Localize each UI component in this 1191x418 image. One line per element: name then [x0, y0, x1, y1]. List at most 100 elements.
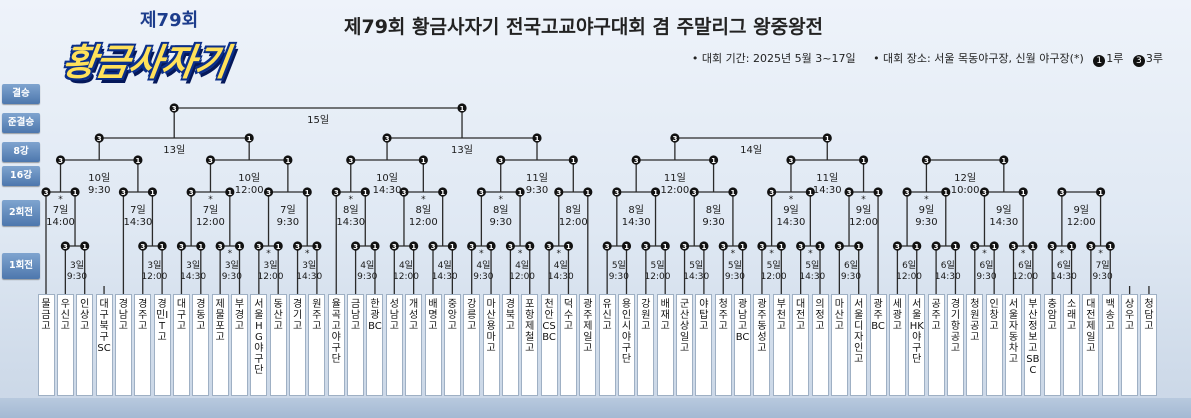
first-base-marker-icon [196, 241, 206, 251]
team-name: 경기고 [289, 294, 307, 396]
match-date: 7일 [203, 204, 219, 216]
team-name: 경기항공고 [946, 294, 964, 396]
third-base-marker-label: 3 [837, 243, 842, 251]
match-date: 7일 [1096, 260, 1110, 271]
first-base-marker-label: 1 [1098, 189, 1103, 197]
match-time: 9:30 [277, 217, 299, 228]
match-time: 14:30 [373, 185, 402, 196]
first-base-marker-icon [147, 187, 158, 197]
team-name: 광주동성고 [753, 294, 771, 396]
first-base-marker-label: 1 [363, 189, 368, 197]
third-base-marker-icon [382, 133, 392, 143]
venue-star: * [557, 249, 562, 259]
first-base-marker-label: 1 [818, 243, 823, 251]
third-base-marker-icon [786, 155, 796, 165]
team-name: 덕수고 [559, 294, 577, 396]
team-name: 상우고 [1121, 294, 1139, 396]
team-name: 용인시야구단 [618, 294, 635, 396]
match-date: 3일 [70, 260, 84, 271]
third-base-marker-label: 3 [334, 189, 339, 197]
first-base-marker-icon [1095, 187, 1106, 197]
first-base-marker-label: 1 [82, 243, 87, 251]
match-time: 9:30 [357, 272, 377, 282]
team-name: 포항제철고 [521, 294, 539, 396]
page-title: 제79회 황금사자기 전국고교야구대회 겸 주말리그 왕중왕전 [344, 16, 824, 38]
third-base-marker-icon [931, 241, 941, 251]
third-base-marker-icon [544, 241, 554, 251]
third-base-marker-label: 3 [208, 157, 213, 165]
third-base-marker-label: 3 [924, 157, 929, 165]
match-time: 9:30 [88, 185, 110, 196]
first-base-marker-label: 1 [943, 189, 948, 197]
third-base-marker-icon [1086, 241, 1096, 251]
first-base-marker-label: 1 [227, 189, 232, 197]
match-date: 11일 [526, 172, 548, 184]
first-base-marker-label: 1 [198, 243, 203, 251]
third-base-marker-label: 3 [266, 189, 271, 197]
match-date: 8일 [343, 204, 359, 216]
third-base-marker-icon [215, 241, 225, 251]
third-base-marker-icon [55, 155, 66, 165]
first-base-marker-icon [532, 133, 542, 143]
third-base-marker-label: 3 [1088, 243, 1093, 251]
venue-star: * [924, 195, 929, 205]
venue-star: * [808, 249, 813, 259]
first-base-marker-label: 1 [314, 243, 319, 251]
third-base-marker-icon [94, 133, 104, 143]
team-name: 배명고 [424, 294, 442, 396]
team-name: 경동고 [192, 294, 210, 396]
team-name: 성남고 [385, 294, 403, 396]
third-base-marker-label: 3 [353, 243, 358, 251]
venue-star: * [498, 195, 503, 205]
match-time: 14:30 [799, 272, 825, 282]
match-time: 12:00 [1012, 272, 1038, 282]
third-base-marker-icon [331, 187, 341, 197]
round-label-semifinal: 준결승 [2, 113, 40, 133]
first-base-marker-label: 1 [411, 243, 416, 251]
match-date: 14일 [740, 144, 762, 156]
match-date: 10일 [376, 172, 398, 184]
match-time: 12:00 [559, 217, 588, 228]
match-date: 9일 [996, 204, 1012, 216]
team-name: 서울디자인고 [850, 294, 868, 396]
first-base-marker-icon [225, 187, 235, 197]
match-time: 14:30 [935, 272, 961, 282]
first-base-marker-icon [234, 241, 245, 251]
match-date: 4일 [399, 260, 413, 271]
first-base-marker-icon [525, 241, 535, 251]
first-base-marker-label: 1 [440, 189, 445, 197]
third-base-marker-label: 3 [218, 243, 223, 251]
match-time: 9:30 [609, 272, 629, 282]
third-base-marker-label: 3 [721, 243, 726, 251]
first-base-marker-icon [133, 155, 143, 165]
first-base-marker-icon [157, 241, 167, 251]
match-time: 14:30 [1051, 272, 1077, 282]
first-base-marker-icon [418, 155, 428, 165]
team-name: 충암고 [1043, 294, 1061, 396]
team-name: 개성고 [405, 294, 423, 396]
match-date: 10일 [88, 172, 110, 184]
third-base-marker-label: 3 [605, 243, 610, 251]
first-base-marker-icon [854, 241, 864, 251]
third-base-marker-icon [505, 241, 515, 251]
team-name: 우신고 [56, 294, 74, 396]
third-base-marker-label: 3 [498, 157, 503, 165]
team-name: 강릉고 [463, 294, 481, 396]
third-base-marker-icon [641, 241, 651, 251]
third-base-marker-label: 3 [634, 157, 639, 165]
third-base-marker-label: 3 [385, 135, 390, 143]
first-base-marker-icon [728, 187, 738, 197]
venue-star: * [731, 249, 736, 259]
third-base-marker-icon [254, 241, 264, 251]
team-name: 광주제일고 [579, 294, 597, 396]
team-name: 청주고 [714, 294, 732, 396]
third-base-marker-icon [389, 241, 399, 251]
third-base-marker-icon [1008, 241, 1019, 251]
first-base-marker-label: 1 [150, 189, 155, 197]
match-time: 9:30 [1092, 272, 1112, 282]
footer-band [0, 398, 1191, 418]
third-base-marker-icon [476, 187, 486, 197]
match-date: 7일 [130, 204, 146, 216]
first-base-marker-icon [699, 241, 709, 251]
team-name: 원주고 [308, 294, 326, 396]
